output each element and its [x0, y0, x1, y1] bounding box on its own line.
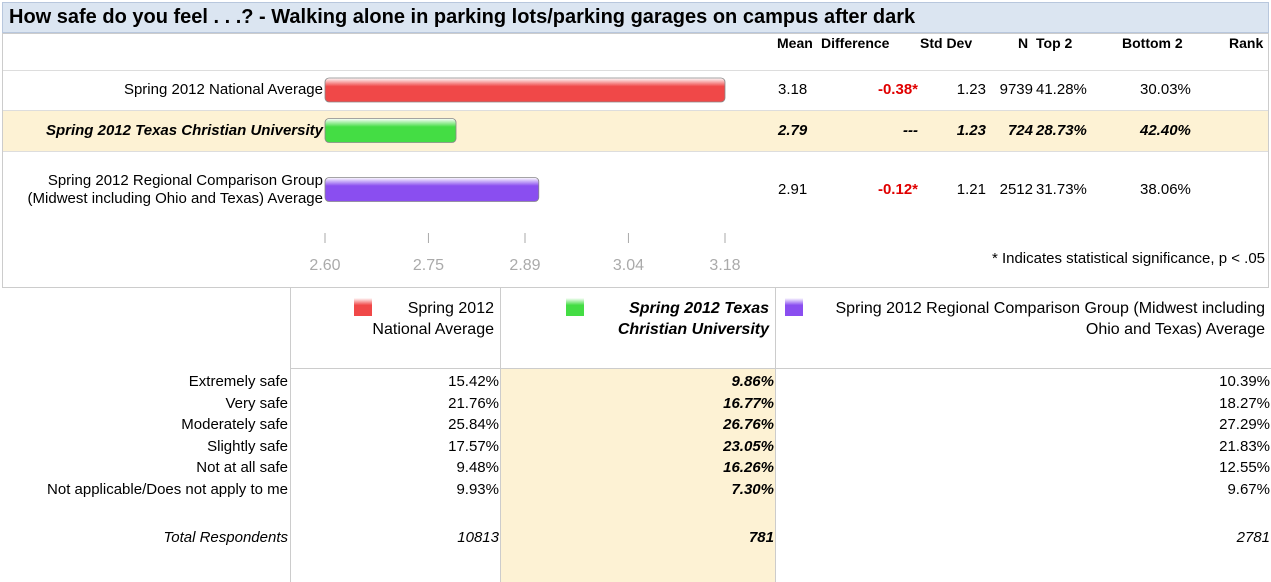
- cell: 12.55%: [1219, 459, 1270, 476]
- column-header: Bottom 2: [1122, 35, 1183, 51]
- difference: -0.12*: [877, 180, 918, 198]
- column-header: Rank: [1229, 35, 1264, 51]
- n: 9739: [999, 81, 1033, 98]
- row-divider: [3, 70, 1268, 71]
- cell: 781: [748, 528, 774, 546]
- bottom-2: 38.06%: [1140, 180, 1191, 198]
- n: 2512: [999, 180, 1033, 198]
- swatch: [566, 298, 584, 316]
- row-label: Total Respondents: [163, 528, 288, 546]
- group-label: Spring 2012 Texas Christian University: [617, 300, 769, 338]
- row-label: Moderately safe: [181, 416, 288, 433]
- cell: 18.27%: [1219, 394, 1270, 412]
- top-2: 28.73%: [1036, 121, 1087, 139]
- column-header: Std Dev: [920, 35, 973, 51]
- top-2: 31.73%: [1036, 180, 1087, 198]
- mean: 3.18: [778, 81, 808, 98]
- row-label: Not at all safe: [196, 459, 288, 476]
- group-header: Spring 2012 National Average: [294, 298, 494, 340]
- group-header: Spring 2012 Texas Christian University: [504, 298, 769, 340]
- swatch: [354, 298, 372, 316]
- mean: 2.79: [778, 121, 808, 139]
- cell: 15.42%: [448, 373, 499, 390]
- cell: 27.29%: [1219, 416, 1270, 433]
- row-divider: [3, 151, 1268, 152]
- std-dev: 1.23: [956, 81, 986, 98]
- title: How safe do you feel . . .? - Walking al…: [2, 2, 1269, 33]
- cell: 9.48%: [456, 459, 499, 476]
- row-label: Not applicable/Does not apply to me: [47, 480, 288, 498]
- column-header: Mean: [777, 35, 813, 51]
- cell: 17.57%: [448, 437, 499, 455]
- difference: ---: [903, 121, 918, 139]
- frame: [2, 33, 1269, 288]
- row-divider: [3, 110, 1268, 111]
- std-dev: 1.23: [956, 121, 986, 139]
- column-header: Top 2: [1036, 35, 1073, 51]
- cell: 16.26%: [723, 459, 774, 476]
- col-border: [290, 288, 500, 582]
- row-label: Spring 2012 Texas Christian University: [45, 121, 323, 139]
- col-border: [500, 288, 775, 582]
- cell: 7.30%: [731, 480, 774, 498]
- row-label: Very safe: [225, 394, 288, 412]
- top-2: 41.28%: [1036, 81, 1087, 98]
- n: 724: [1007, 121, 1033, 139]
- cell: 9.93%: [456, 480, 499, 498]
- column-header: N: [1018, 35, 1029, 51]
- footnote: * Indicates statistical significance, p …: [991, 250, 1265, 267]
- cell: 2781: [1236, 528, 1270, 546]
- difference: -0.38*: [877, 81, 918, 98]
- cell: 25.84%: [448, 416, 499, 433]
- cell: 9.86%: [731, 373, 774, 390]
- swatch: [785, 298, 803, 316]
- cell: 21.76%: [448, 394, 499, 412]
- mean: 2.91: [778, 180, 808, 198]
- detail-hl: [500, 368, 775, 582]
- cell: 21.83%: [1219, 437, 1270, 455]
- row-label: Slightly safe: [207, 437, 288, 455]
- cell: 10.39%: [1219, 373, 1270, 390]
- row-label: Extremely safe: [188, 373, 288, 390]
- header-border: [290, 368, 1271, 369]
- bottom-2: 30.03%: [1140, 81, 1191, 98]
- group-header: Spring 2012 Regional Comparison Group (M…: [779, 298, 1265, 340]
- row-label: Spring 2012 Regional Comparison Group (M…: [27, 171, 323, 207]
- std-dev: 1.21: [956, 180, 986, 198]
- cell: 16.77%: [723, 394, 774, 412]
- row-label: Spring 2012 National Average: [123, 81, 323, 98]
- column-header: Difference: [821, 35, 890, 51]
- highlight-row: [3, 110, 1268, 151]
- group-label: Spring 2012 Regional Comparison Group (M…: [835, 300, 1265, 338]
- bottom-2: 42.40%: [1140, 121, 1191, 139]
- group-label: Spring 2012 National Average: [372, 300, 494, 338]
- col-border: [775, 288, 1271, 582]
- cell: 26.76%: [723, 416, 774, 433]
- cell: 9.67%: [1227, 480, 1270, 498]
- cell: 10813: [457, 528, 499, 546]
- cell: 23.05%: [723, 437, 774, 455]
